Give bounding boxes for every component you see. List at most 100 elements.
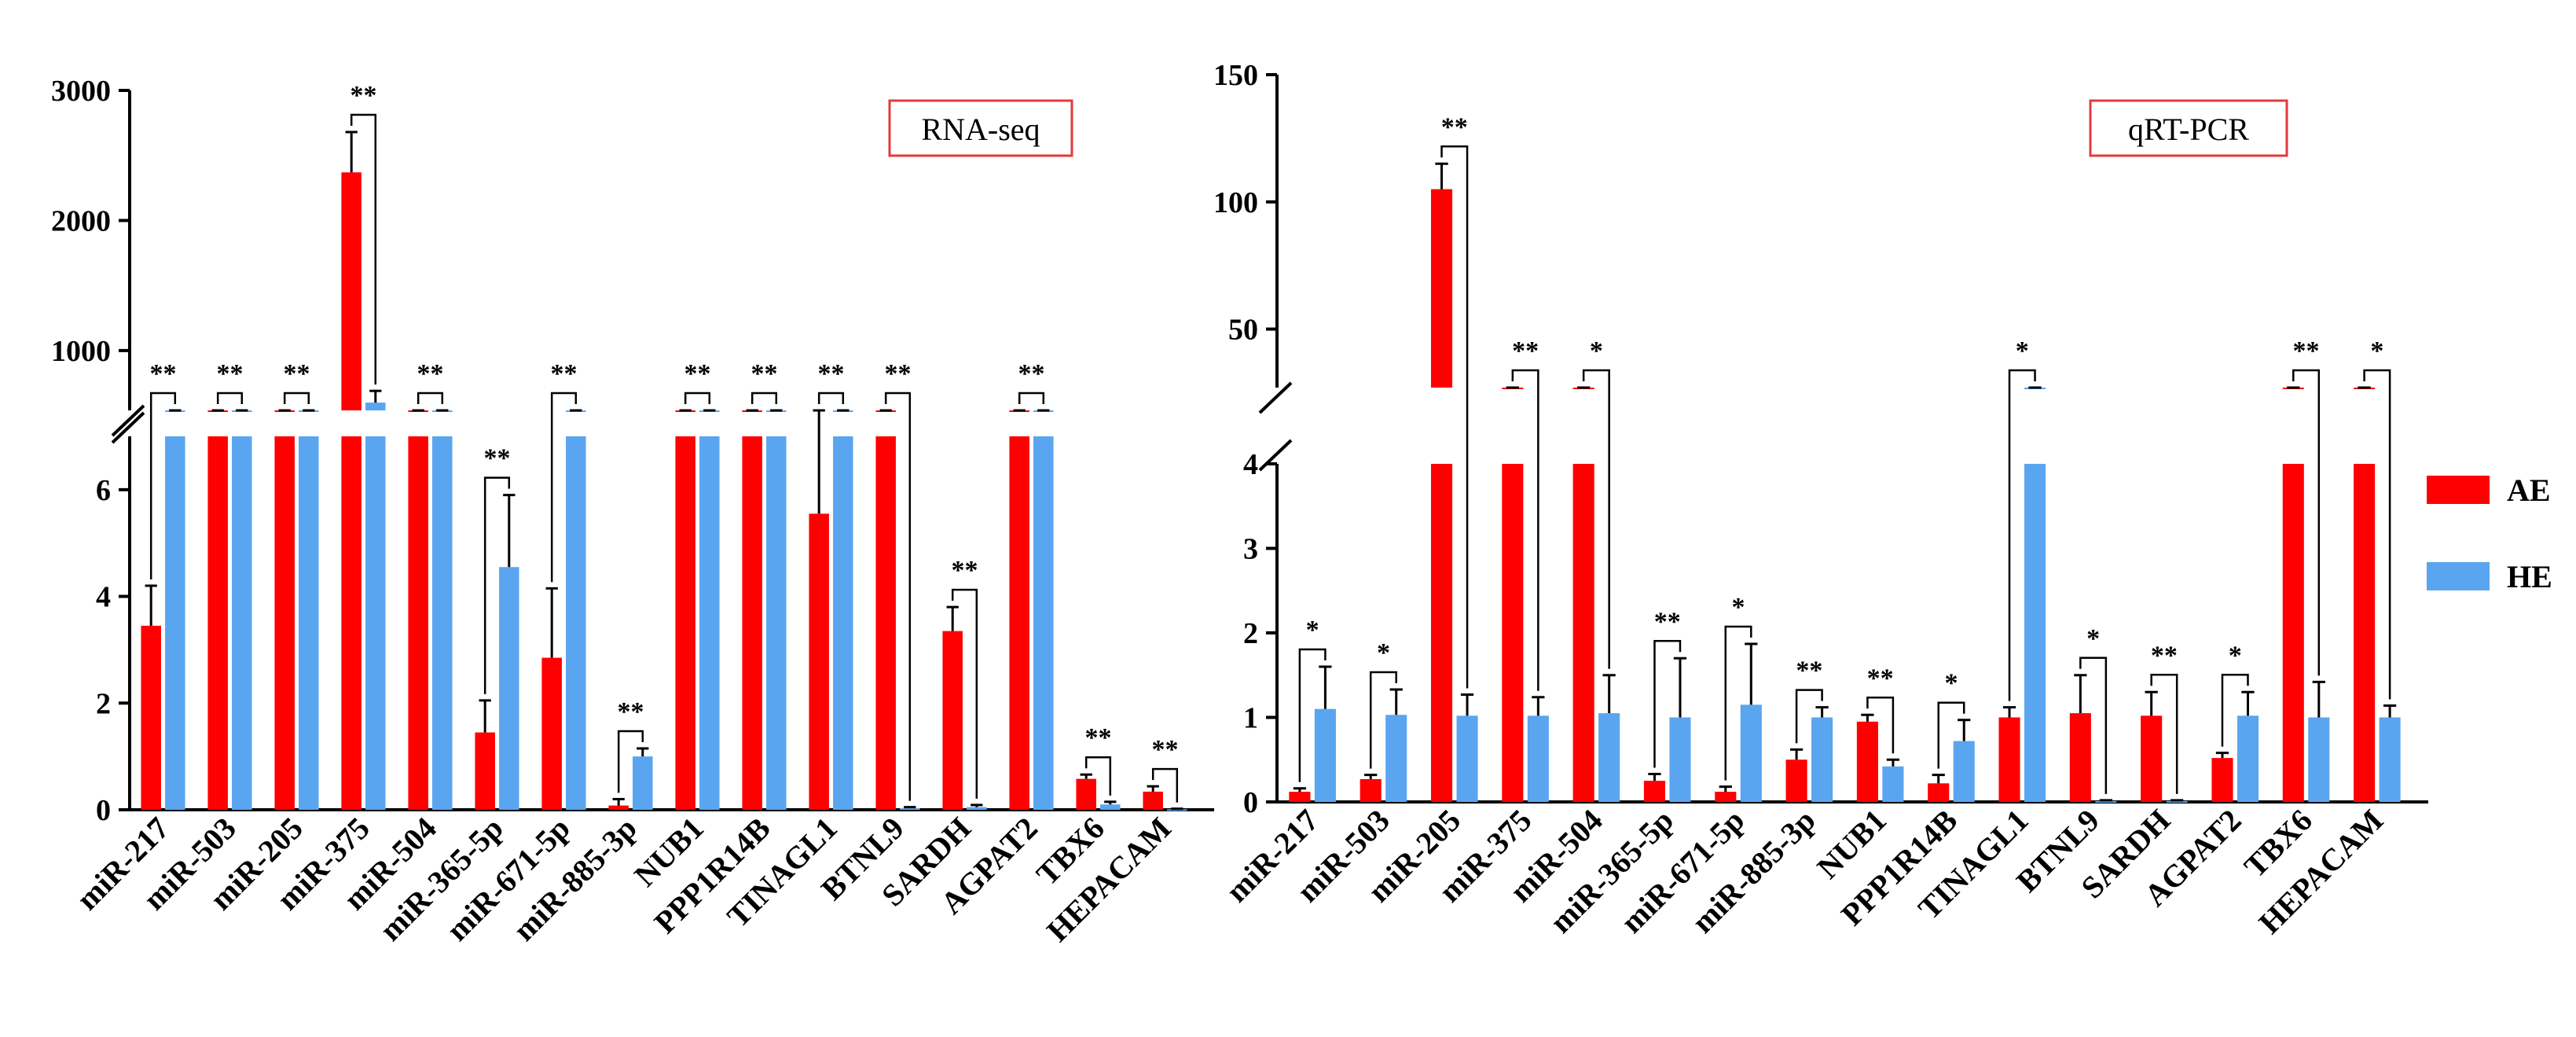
legend: AE HE bbox=[2427, 473, 2552, 594]
bar-ae bbox=[1856, 721, 1878, 802]
bar-he-lower bbox=[1033, 436, 1054, 810]
bar-ae bbox=[608, 805, 629, 810]
bar-he bbox=[2166, 800, 2188, 803]
y-tick-label: 2 bbox=[1243, 617, 1258, 650]
legend-swatch-he bbox=[2427, 562, 2490, 590]
significance-bracket bbox=[1795, 689, 1823, 744]
bar-he bbox=[1100, 804, 1121, 810]
bar-he bbox=[1385, 715, 1407, 802]
significance-bracket bbox=[817, 392, 845, 404]
bar-ae-lower bbox=[1572, 464, 1594, 802]
significance-bracket bbox=[951, 588, 978, 799]
significance-bracket bbox=[2150, 674, 2178, 794]
significance-label: ** bbox=[1654, 607, 1681, 636]
significance-bracket bbox=[2292, 369, 2321, 676]
bar-he-lower bbox=[566, 436, 586, 810]
y-tick-label: 50 bbox=[1228, 314, 1258, 347]
bar-he bbox=[633, 756, 653, 810]
significance-label: ** bbox=[885, 359, 912, 388]
significance-label: * bbox=[2086, 624, 2100, 653]
significance-bracket bbox=[2363, 369, 2391, 700]
significance-label: ** bbox=[751, 359, 778, 388]
bar-ae bbox=[1143, 791, 1163, 810]
bar-ae-lower bbox=[341, 436, 361, 810]
significance-bracket bbox=[1018, 392, 1045, 404]
bar-ae bbox=[541, 657, 562, 810]
bar-he bbox=[499, 567, 519, 810]
significance-label: ** bbox=[1796, 656, 1822, 686]
bar-ae-lower bbox=[2282, 464, 2304, 802]
bar-ae bbox=[141, 625, 161, 810]
bar-ae bbox=[475, 732, 495, 810]
bar-he-lower bbox=[299, 436, 319, 810]
chart-title-box bbox=[888, 99, 1073, 157]
significance-label: ** bbox=[818, 359, 845, 388]
significance-label: ** bbox=[484, 444, 511, 473]
significance-bracket bbox=[1653, 640, 1682, 768]
significance-bracket bbox=[483, 476, 511, 694]
bar-he bbox=[2237, 715, 2259, 802]
significance-label: ** bbox=[1085, 723, 1112, 752]
y-tick-label: 1 bbox=[1243, 702, 1258, 735]
bar-ae bbox=[1998, 717, 2020, 802]
y-tick-label: 150 bbox=[1213, 59, 1258, 92]
significance-label: ** bbox=[2293, 336, 2320, 366]
significance-bracket bbox=[1369, 671, 1397, 769]
y-tick-label: 1000 bbox=[51, 335, 111, 368]
significance-bracket bbox=[1084, 756, 1112, 796]
chart-title-box bbox=[2089, 99, 2288, 157]
axis-break-mark bbox=[111, 404, 145, 437]
bar-ae bbox=[809, 513, 829, 810]
significance-bracket bbox=[750, 392, 778, 404]
significance-bracket bbox=[1151, 767, 1179, 803]
significance-bracket bbox=[416, 392, 444, 404]
bar-ae bbox=[341, 172, 361, 411]
bar-ae-lower bbox=[2354, 464, 2376, 802]
significance-bracket bbox=[684, 392, 711, 404]
bar-ae bbox=[1076, 778, 1096, 810]
y-tick-label: 0 bbox=[1243, 786, 1258, 819]
bar-he bbox=[1314, 708, 1336, 802]
axis-break-mark bbox=[111, 411, 145, 444]
significance-label: ** bbox=[1512, 336, 1539, 366]
panel-qrt-pcr: 0123450100150qRT-PCR*miR-217*miR-503**mi… bbox=[1213, 59, 2428, 940]
bar-he bbox=[1882, 766, 1904, 802]
significance-label: * bbox=[1377, 638, 1390, 667]
legend-label-ae: AE bbox=[2507, 473, 2551, 508]
bar-he bbox=[1740, 704, 1762, 802]
bar-ae-lower bbox=[742, 436, 762, 810]
legend-swatch-ae bbox=[2427, 476, 2490, 504]
significance-label: ** bbox=[417, 359, 444, 388]
bar-he bbox=[967, 807, 987, 810]
bar-he-lower bbox=[432, 436, 453, 810]
axis-break-mark bbox=[1258, 381, 1293, 414]
significance-bracket bbox=[283, 392, 310, 404]
significance-label: * bbox=[1306, 616, 1319, 645]
bar-ae-lower bbox=[1009, 436, 1029, 810]
y-tick-label: 6 bbox=[96, 474, 111, 507]
significance-bracket bbox=[2079, 656, 2108, 794]
significance-bracket bbox=[149, 392, 177, 579]
significance-label: * bbox=[1590, 336, 1603, 366]
significance-label: ** bbox=[2151, 641, 2178, 670]
significance-bracket bbox=[550, 392, 578, 583]
y-tick-label: 2000 bbox=[51, 204, 111, 237]
bar-he-lower bbox=[365, 436, 386, 810]
bar-ae bbox=[1715, 792, 1737, 802]
panel-rna-seq: 0246100020003000RNA-seq**miR-217**miR-50… bbox=[51, 75, 1214, 948]
bar-he bbox=[1669, 717, 1691, 802]
significance-label: ** bbox=[350, 81, 377, 110]
y-tick-label: 3 bbox=[1243, 533, 1258, 566]
bar-ae-lower bbox=[1430, 464, 1453, 802]
bar-he bbox=[2095, 800, 2117, 803]
significance-bracket bbox=[1724, 625, 1752, 781]
significance-label: ** bbox=[952, 556, 978, 585]
y-tick-label: 100 bbox=[1213, 186, 1258, 219]
significance-bracket bbox=[2008, 369, 2036, 701]
bar-ae bbox=[1289, 792, 1311, 802]
significance-label: ** bbox=[1441, 112, 1468, 142]
bar-he bbox=[1811, 717, 1833, 802]
bar-ae bbox=[1430, 189, 1453, 388]
significance-bracket bbox=[1866, 697, 1895, 754]
